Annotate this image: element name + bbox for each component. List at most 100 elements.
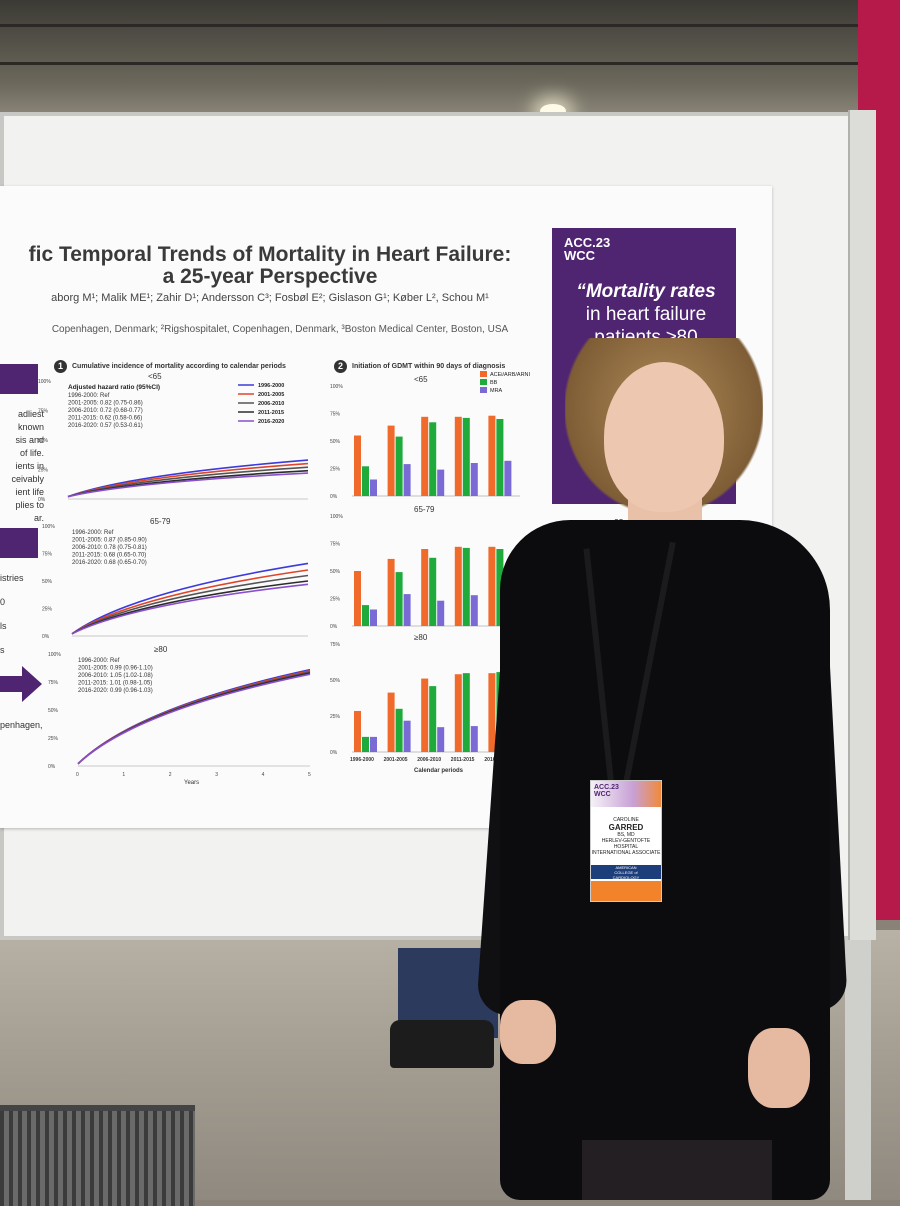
badge-last-name: GARRED [608,823,644,832]
bar [454,416,462,496]
bar [454,674,462,752]
x-tick-label: 4 [262,772,265,778]
intro-line: ient life [15,487,44,497]
bar [496,419,504,496]
legend-label: ACEi/ARB/ARNI [490,372,531,378]
poster-board-frame [848,110,876,940]
y-tick-label: 25% [330,597,341,603]
bar [437,469,445,496]
y-tick-label: 75% [330,542,341,548]
bar [387,692,395,752]
badge-org-line: CARDIOLOGY [612,875,640,880]
intro-line: ceivably [11,474,44,484]
y-tick-label: 50% [48,708,59,714]
y-tick-label: 0% [42,634,50,640]
bar [362,466,369,496]
poster-title-line2: a 25-year Perspective [162,265,378,288]
bar [370,609,377,626]
chart-title: 65-79 [150,517,171,526]
quote-line: “Mortality rates [576,281,716,302]
intro-line: adliest [17,409,44,419]
y-tick-label: 50% [330,678,341,684]
bar [395,708,403,752]
methods-text: istries 0 ls s [0,566,24,662]
y-tick-label: 100% [42,524,55,530]
bar [429,422,437,496]
bar [395,572,403,626]
poster-affiliations: Copenhagen, Denmark; ²Rigshospitalet, Co… [51,324,509,335]
x-axis-label: Calendar periods [414,768,464,774]
y-tick-label: 50% [330,569,341,575]
badge-institution: HERLEV-GENTOFTE HOSPITAL [601,838,651,850]
board-stand [845,930,871,1200]
category-label: 2006-2010 [417,757,441,763]
series-line [77,673,311,765]
intro-line: of life. [19,448,44,458]
bar [470,726,478,752]
y-tick-label: 25% [48,736,59,742]
hr-title: Adjusted hazard ratio (95%CI) [68,384,160,391]
category-label: 2011-2015 [451,757,475,763]
bar [354,435,361,496]
chart-title: <65 [148,372,162,381]
panel-number-1: 1 [54,360,67,373]
ceiling-truss [0,24,860,27]
bar [462,673,470,752]
series-line [71,569,309,635]
bar [454,546,462,626]
bar [362,605,369,626]
hr-line: 2016-2020: 0.99 (0.96-1.03) [78,688,153,694]
bar [387,558,395,626]
badge-degree: BS, MD [617,832,635,838]
bar [470,463,478,496]
bar [403,464,411,496]
y-tick-label: 0% [38,497,46,503]
intro-line: ar. [33,513,44,523]
series-line [67,472,309,498]
y-tick-label: 100% [38,379,51,385]
series-line [67,459,309,498]
hr-line: 2016-2020: 0.57 (0.53-0.61) [68,423,143,429]
bar [403,594,411,626]
legend-label: 2016-2020 [258,419,284,425]
hr-line: 2011-2015: 1.01 (0.98-1.05) [78,681,152,687]
y-tick-label: 50% [42,579,53,585]
series-line [71,574,309,635]
badge-org-line: AMERICAN [615,865,637,870]
badge-org: AMERICAN COLLEGE of CARDIOLOGY [591,865,661,880]
bar [462,417,470,496]
hr-line: 2001-2005: 0.87 (0.85-0.90) [72,538,147,544]
bar [488,673,496,752]
x-tick-label: 3 [215,772,218,778]
floor-grate [0,1105,195,1206]
y-tick-label: 50% [330,439,341,445]
badge-name: CAROLINE GARRED BS, MD HERLEV-GENTOFTE H… [591,817,661,856]
intro-line: plies to [15,500,44,510]
bar [488,546,496,626]
chart-title: <65 [414,375,428,384]
category-label: 1996-2000 [350,757,374,763]
bar [421,416,429,496]
legend-label: 1996-2000 [258,383,284,389]
methods-line: istries [0,573,24,583]
name-badge: ACC.23 WCC CAROLINE GARRED BS, MD HERLEV… [590,780,662,902]
hr-line: 2011-2015: 0.68 (0.65-0.70) [72,553,146,559]
poster-title-line1: fic Temporal Trends of Mortality in Hear… [28,243,512,266]
x-tick-label: 1 [122,772,125,778]
category-label: 2001-2005 [384,757,408,763]
badge-org-line: COLLEGE of [614,870,638,875]
arrow-right-icon [0,666,42,702]
badge-first-name: CAROLINE [613,817,639,823]
person-face [604,362,724,512]
badge-logo-line1: ACC.23 [594,784,619,791]
intro-text: adliest known sis and of life. ients in … [0,408,44,525]
badge-logo-line2: WCC [594,791,611,798]
badge-header [591,781,661,807]
bar [370,479,377,496]
series-line [77,672,311,765]
x-tick-label: 2 [169,772,172,778]
person-left-hand [500,1000,556,1064]
intro-line: sis and [15,435,44,445]
section-tab [0,364,38,394]
series-line [71,583,309,635]
